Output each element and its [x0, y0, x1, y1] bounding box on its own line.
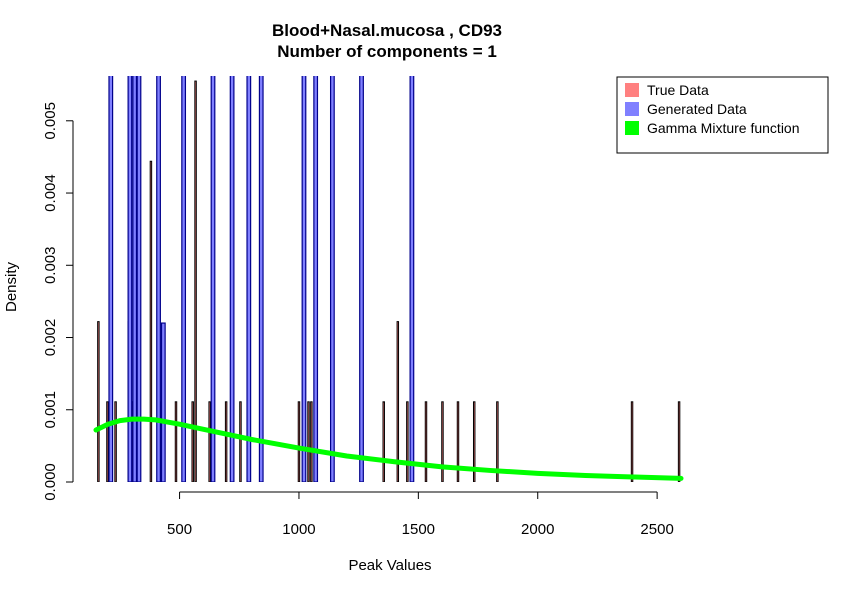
- generated-data-bar: [108, 76, 114, 482]
- true-data-bar: [456, 401, 460, 482]
- y-axis: 0.000 0.001 0.002 0.003 0.004 0.005: [42, 102, 74, 501]
- true-data-bar: [149, 160, 153, 482]
- true-data-bar: [174, 401, 178, 482]
- true-data-bar: [114, 401, 117, 482]
- true-data-bar: [472, 401, 476, 482]
- y-tick-label: 0.004: [42, 174, 59, 212]
- true-data-bar: [396, 321, 400, 482]
- legend-swatch: [625, 121, 639, 135]
- generated-data-bar: [359, 76, 364, 482]
- chart-title: Blood+Nasal.mucosa , CD93: [272, 21, 502, 40]
- chart-subtitle: Number of components = 1: [277, 42, 497, 61]
- generated-data-bar: [329, 76, 335, 482]
- y-tick-label: 0.003: [42, 247, 59, 285]
- true-data-bar: [191, 401, 194, 482]
- x-axis: 500 1000 1500 2000 2500: [167, 491, 674, 538]
- generated-data-bar: [127, 76, 133, 482]
- generated-data-bar: [160, 322, 166, 482]
- true-data-bar: [106, 401, 109, 482]
- generated-data-bar: [210, 76, 216, 482]
- true-data-bar: [382, 401, 385, 482]
- legend-label: Generated Data: [647, 101, 747, 117]
- true-data-bar: [441, 401, 444, 482]
- y-tick-label: 0.002: [42, 319, 59, 357]
- y-tick-label: 0.000: [42, 463, 59, 501]
- generated-data-bar: [156, 76, 161, 482]
- true-data-bar: [424, 401, 428, 482]
- x-tick-label: 2000: [521, 521, 554, 538]
- x-tick-label: 2500: [640, 521, 673, 538]
- generated-data-bar: [301, 76, 307, 482]
- true-data-bar: [406, 401, 409, 482]
- true-data-bar: [310, 401, 313, 482]
- gamma-mixture-line: [93, 416, 684, 481]
- x-tick-label: 1000: [282, 521, 315, 538]
- true-data-bar: [677, 401, 681, 482]
- true-data-bar: [630, 401, 634, 482]
- generated-data-bar: [132, 76, 138, 482]
- x-axis-label: Peak Values: [348, 557, 431, 574]
- legend-swatch: [625, 83, 639, 97]
- true-data-bar: [194, 80, 197, 482]
- generated-data-bars: [108, 76, 415, 482]
- generated-data-bar: [181, 76, 187, 482]
- true-data-bar: [239, 401, 242, 482]
- x-tick-label: 1500: [402, 521, 435, 538]
- generated-data-bar: [136, 76, 142, 482]
- generated-data-bar: [313, 76, 319, 482]
- generated-data-bar: [409, 76, 415, 482]
- y-axis-label: Density: [3, 261, 20, 312]
- generated-data-bar: [246, 76, 252, 482]
- true-data-bar: [224, 401, 228, 482]
- y-tick-label: 0.005: [42, 102, 59, 140]
- true-data-bar: [97, 321, 100, 482]
- plot-area: [93, 76, 684, 482]
- generated-data-bar: [258, 76, 264, 482]
- y-tick-label: 0.001: [42, 391, 59, 429]
- true-data-bar: [307, 401, 310, 482]
- legend-box: [616, 76, 829, 154]
- true-data-bar: [208, 401, 211, 482]
- true-data-bar: [496, 401, 499, 482]
- true-data-bar: [297, 401, 301, 482]
- generated-data-bar: [229, 76, 235, 482]
- legend-swatch: [625, 102, 639, 116]
- legend-label: True Data: [647, 82, 709, 98]
- x-tick-label: 500: [167, 521, 192, 538]
- legend: True Data Generated Data Gamma Mixture fun…: [616, 76, 829, 154]
- legend-label: Gamma Mixture function: [647, 120, 800, 136]
